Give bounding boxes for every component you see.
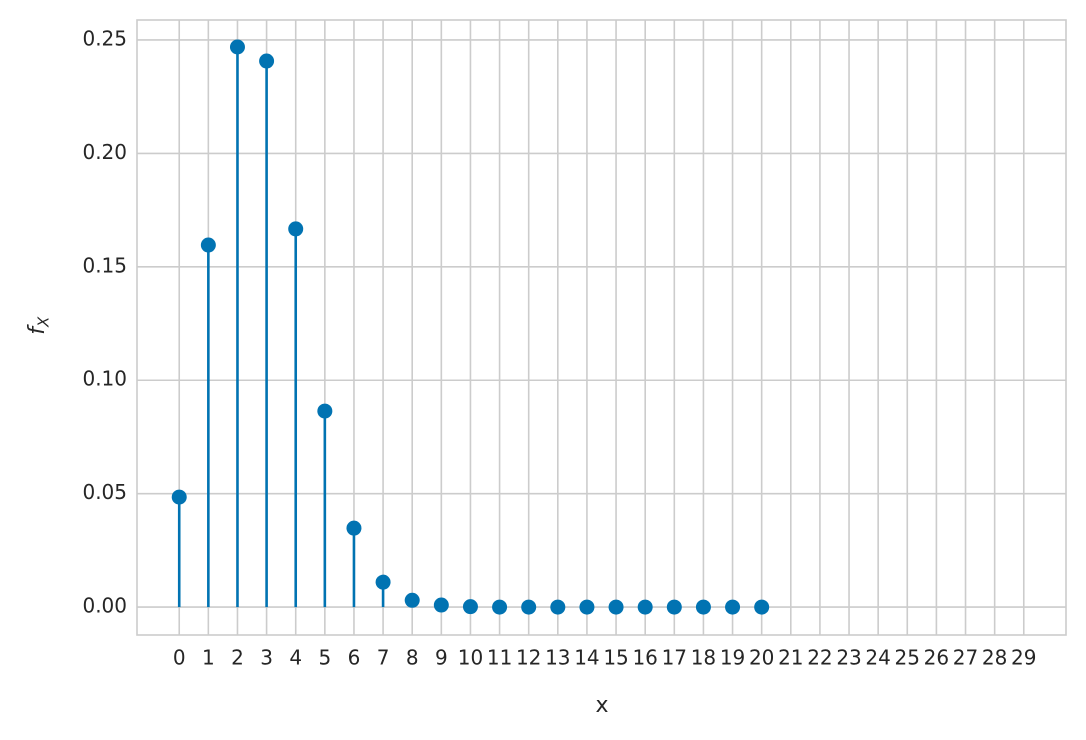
x-tick-label: 2 [231, 646, 244, 670]
x-tick-label: 21 [778, 646, 803, 670]
stem-marker [229, 39, 245, 55]
x-tick-label: 10 [458, 646, 483, 670]
y-axis-label: f X [25, 316, 53, 335]
stem-marker [521, 599, 537, 615]
x-axis-label: x [595, 693, 608, 718]
x-tick-label: 7 [377, 646, 390, 670]
x-tick-label: 0 [173, 646, 186, 670]
stem-marker [462, 599, 478, 615]
stem-marker [637, 599, 653, 615]
x-tick-label: 18 [691, 646, 716, 670]
x-tick-label: 8 [406, 646, 419, 670]
y-tick-label: 0.10 [82, 367, 127, 391]
y-tick-label: 0.25 [82, 26, 127, 50]
x-tick-label: 22 [807, 646, 832, 670]
x-tick-label: 23 [836, 646, 861, 670]
stem-marker [550, 599, 566, 615]
x-tick-label: 9 [435, 646, 448, 670]
x-tick-label: 19 [720, 646, 745, 670]
x-tick-label: 26 [924, 646, 949, 670]
y-tick-label: 0.00 [82, 594, 127, 618]
stem-marker [200, 237, 216, 253]
stem-marker [171, 489, 187, 505]
x-tick-label: 3 [260, 646, 273, 670]
y-tick-label: 0.05 [82, 480, 127, 504]
x-tick-label: 1 [202, 646, 215, 670]
x-tick-label: 12 [516, 646, 541, 670]
stem-marker [579, 599, 595, 615]
x-tick-label: 16 [632, 646, 657, 670]
stem-marker [492, 599, 508, 615]
stem-marker [666, 599, 682, 615]
x-tick-label: 28 [982, 646, 1007, 670]
stem-marker [754, 599, 770, 615]
x-tick-label: 11 [487, 646, 512, 670]
stem-marker [346, 520, 362, 536]
y-tick-label: 0.15 [82, 253, 127, 277]
x-tick-label: 24 [865, 646, 890, 670]
plot-frame [136, 19, 1067, 636]
stem-marker [404, 592, 420, 608]
stem-marker [695, 599, 711, 615]
stem-marker [725, 599, 741, 615]
stem-marker [259, 53, 275, 69]
x-tick-label: 17 [662, 646, 687, 670]
stem-marker [288, 221, 304, 237]
stem-marker [608, 599, 624, 615]
stem-marker [317, 403, 333, 419]
x-tick-label: 15 [603, 646, 628, 670]
x-tick-label: 13 [545, 646, 570, 670]
y-tick-label: 0.20 [82, 140, 127, 164]
x-tick-label: 25 [895, 646, 920, 670]
y-axis-label-subscript: X [35, 316, 53, 328]
x-tick-label: 29 [1011, 646, 1036, 670]
y-axis-label-main: f [25, 324, 50, 335]
x-tick-label: 14 [574, 646, 599, 670]
x-tick-label: 4 [289, 646, 302, 670]
x-tick-label: 5 [318, 646, 331, 670]
x-tick-label: 6 [348, 646, 361, 670]
stem-marker [375, 574, 391, 590]
x-tick-label: 20 [749, 646, 774, 670]
x-tick-label: 27 [953, 646, 978, 670]
stem-marker [433, 597, 449, 613]
